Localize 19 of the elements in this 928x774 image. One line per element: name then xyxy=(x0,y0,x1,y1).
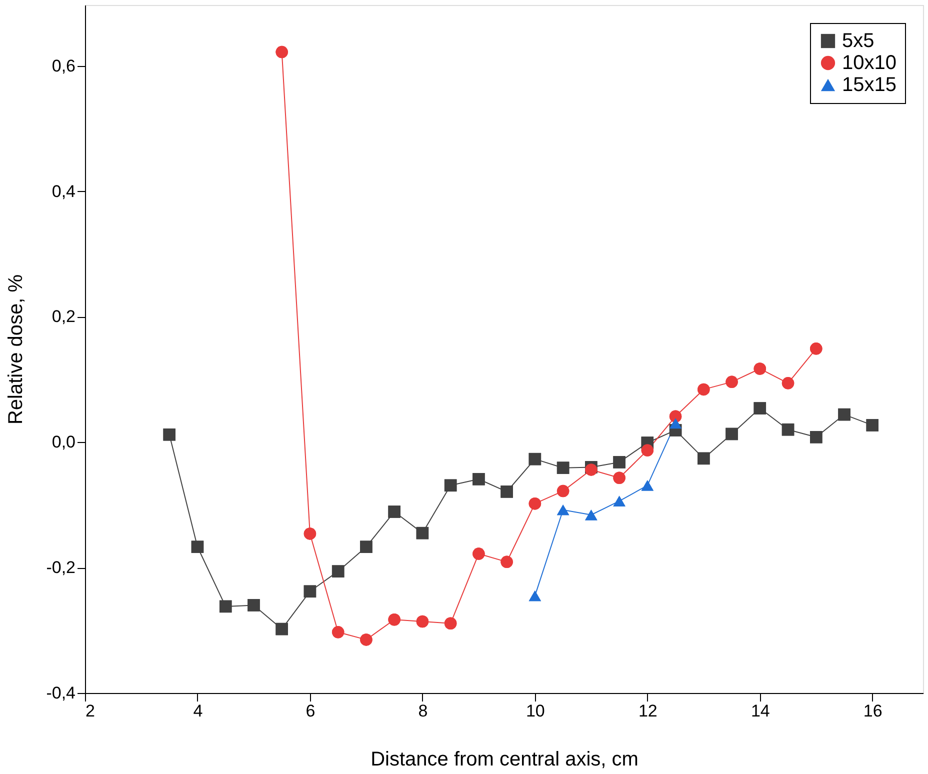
x-tick-label: 6 xyxy=(306,702,316,720)
x-tick-label: 10 xyxy=(526,702,545,720)
x-axis-title: Distance from central axis, cm xyxy=(370,748,638,770)
x-tick-label: 16 xyxy=(863,702,882,720)
y-axis-title: Relative dose, % xyxy=(5,274,28,425)
y-tick-label: 0,4 xyxy=(52,182,76,201)
x-tick-label: 14 xyxy=(750,702,770,720)
x-tick-label: 8 xyxy=(418,702,428,720)
y-tick-label: 0,6 xyxy=(52,56,76,76)
y-tick-label: -0,2 xyxy=(46,558,76,578)
y-tick-label: 0,0 xyxy=(52,432,76,452)
x-tick-label: 4 xyxy=(193,702,203,720)
y-tick-label: -0,4 xyxy=(46,684,76,702)
legend-label: 15x15 xyxy=(842,74,896,96)
y-tick-label: 0,2 xyxy=(52,307,76,326)
legend-label: 5x5 xyxy=(842,30,874,52)
x-tick-label: 2 xyxy=(86,702,95,720)
x-tick-label: 12 xyxy=(638,702,658,720)
legend-label: 10x10 xyxy=(842,52,896,74)
